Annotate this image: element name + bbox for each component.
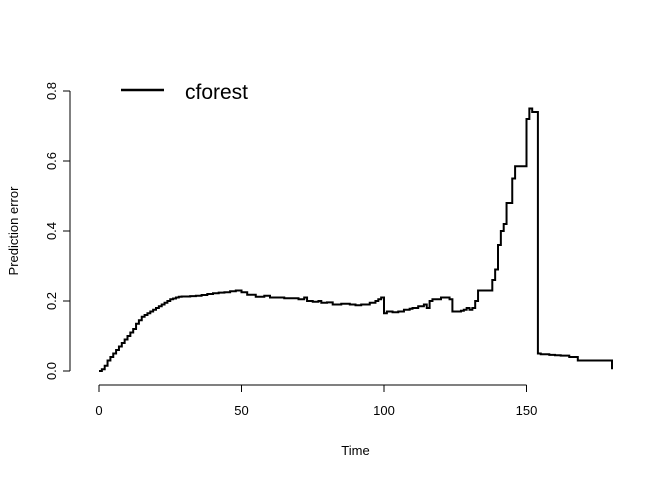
y-tick-label: 0.6 [44, 152, 59, 170]
legend: cforest [121, 81, 248, 104]
series-line-cforest [99, 107, 613, 372]
x-axis-ticks: 0 50 100 150 [95, 385, 537, 418]
y-tick-label: 0.8 [44, 82, 59, 100]
y-tick-label: 0.2 [44, 292, 59, 310]
y-tick-label: 0.4 [44, 222, 59, 240]
series-group [99, 107, 613, 372]
x-tick-label: 150 [516, 403, 538, 418]
y-axis-title: Prediction error [6, 186, 21, 276]
x-tick-label: 0 [95, 403, 102, 418]
y-tick-label: 0.0 [44, 362, 59, 380]
plot-frame-group: 0 50 100 150 0.0 0.2 0.4 0.6 0.8 [44, 82, 537, 418]
y-axis-ticks: 0.0 0.2 0.4 0.6 0.8 [44, 82, 70, 380]
x-tick-label: 100 [373, 403, 395, 418]
x-tick-label: 50 [234, 403, 248, 418]
legend-label-cforest: cforest [185, 81, 248, 104]
x-axis-title: Time [341, 443, 369, 458]
